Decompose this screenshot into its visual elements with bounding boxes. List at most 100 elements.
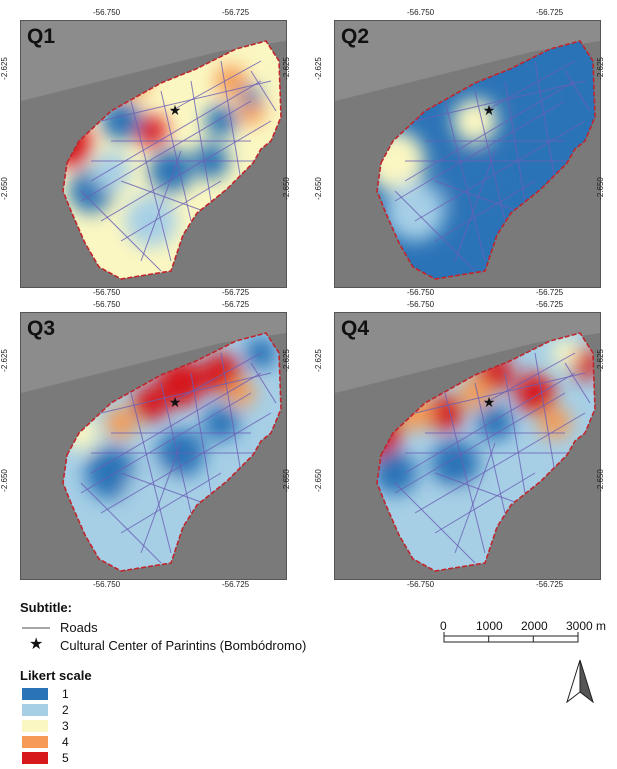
lat-tick-left: -2.625: [313, 349, 323, 372]
cultural-center-star-icon: ★: [483, 395, 496, 411]
scale-label: 0: [440, 619, 447, 633]
road-network: [80, 60, 277, 272]
star-icon: ★: [29, 636, 44, 653]
cultural-center-star-icon: ★: [483, 103, 496, 119]
heat-blob: [237, 97, 265, 125]
road-line: [130, 100, 172, 262]
road-line: [414, 412, 586, 514]
map-panel-q4: ★ Q4: [334, 312, 601, 580]
heat-blob: [441, 489, 489, 537]
heat-blob: [125, 467, 177, 519]
likert-swatch-2: [22, 704, 48, 716]
lat-tick-left: -2.650: [0, 177, 9, 200]
lon-tick-top: -56.725: [536, 300, 564, 309]
road-line: [130, 392, 172, 554]
panel-label-q3: Q3: [27, 317, 56, 340]
heat-blob: [241, 86, 261, 106]
map-panel-q1: ★ Q1: [20, 20, 287, 288]
road-line: [90, 80, 262, 182]
lat-tick-right: -2.650: [595, 469, 605, 492]
road-line: [474, 382, 506, 514]
lon-tick-bottom: -56.725: [222, 580, 250, 589]
heatmap-q2: ★: [335, 21, 600, 287]
likert-label-5: 5: [62, 751, 69, 765]
road-line: [250, 362, 277, 404]
heat-blob: [205, 105, 237, 137]
lat-tick-right: -2.650: [281, 177, 291, 200]
lat-tick-left: -2.650: [313, 469, 323, 492]
road-line: [414, 372, 586, 414]
road-line: [90, 372, 262, 474]
heatmap-q3: ★: [21, 313, 286, 579]
likert-label-3: 3: [62, 719, 69, 733]
lon-tick-bottom: -56.750: [407, 288, 435, 297]
lat-tick-left: -2.625: [313, 57, 323, 80]
heatmap-q4: ★: [335, 313, 600, 579]
road-line: [394, 482, 476, 564]
road-line: [414, 80, 586, 122]
north-arrow-icon: [566, 659, 594, 704]
roads-legend-label: Roads: [60, 620, 98, 635]
likert-label-2: 2: [62, 703, 69, 717]
study-area-boundary: [376, 332, 596, 572]
heat-blob: [515, 373, 555, 413]
road-line: [394, 392, 566, 494]
lat-tick-right: -2.625: [281, 349, 291, 372]
heatmap-q1: ★: [21, 21, 286, 287]
road-line: [170, 352, 262, 404]
heat-blob: [203, 405, 239, 441]
lat-tick-right: -2.625: [281, 57, 291, 80]
road-line: [100, 412, 272, 514]
heat-blob: [133, 385, 169, 421]
lat-tick-left: -2.650: [0, 469, 9, 492]
river-area: [21, 313, 286, 393]
road-line: [80, 482, 162, 564]
road-network: [394, 352, 591, 564]
lon-tick-bottom: -56.750: [93, 580, 121, 589]
river-area: [335, 313, 600, 393]
panel-label-q2: Q2: [341, 25, 370, 48]
lon-tick-top: -56.750: [93, 8, 121, 17]
scale-bar: [443, 632, 579, 643]
heat-blob: [85, 447, 137, 499]
road-line: [170, 60, 262, 112]
likert-label-4: 4: [62, 735, 69, 749]
lon-tick-bottom: -56.725: [222, 288, 250, 297]
lon-tick-top: -56.750: [407, 300, 435, 309]
road-line: [404, 372, 576, 474]
road-line: [434, 472, 536, 534]
road-line: [120, 472, 222, 534]
cultural-center-legend-label: Cultural Center of Parintins (Bombódromo…: [60, 638, 307, 653]
lat-tick-left: -2.625: [0, 57, 9, 80]
lon-tick-bottom: -56.750: [407, 580, 435, 589]
road-line: [434, 180, 536, 242]
likert-swatch-1: [22, 688, 48, 700]
road-line: [80, 392, 252, 494]
heat-blob: [551, 339, 579, 367]
road-line: [100, 372, 272, 414]
road-line: [140, 442, 182, 554]
road-line: [160, 382, 192, 514]
likert-label-1: 1: [62, 687, 69, 701]
lon-tick-top: -56.725: [222, 8, 250, 17]
roads-legend-line: [22, 627, 50, 629]
heat-blob: [539, 407, 571, 439]
panel-label-q4: Q4: [341, 317, 370, 340]
road-line: [404, 80, 576, 182]
scale-label: 2000: [521, 619, 548, 633]
scale-label: 1000: [476, 619, 503, 633]
road-line: [394, 100, 566, 202]
road-line: [160, 90, 192, 222]
road-line: [250, 70, 277, 112]
road-line: [484, 352, 576, 404]
likert-swatch-4: [22, 736, 48, 748]
likert-swatch-3: [22, 720, 48, 732]
likert-swatch-5: [22, 752, 48, 764]
river-area: [335, 21, 600, 101]
heat-blob: [91, 151, 131, 191]
road-line: [454, 442, 496, 554]
lat-tick-right: -2.650: [595, 177, 605, 200]
heat-blob: [105, 407, 137, 439]
road-line: [444, 392, 486, 554]
heat-blob: [517, 73, 553, 109]
